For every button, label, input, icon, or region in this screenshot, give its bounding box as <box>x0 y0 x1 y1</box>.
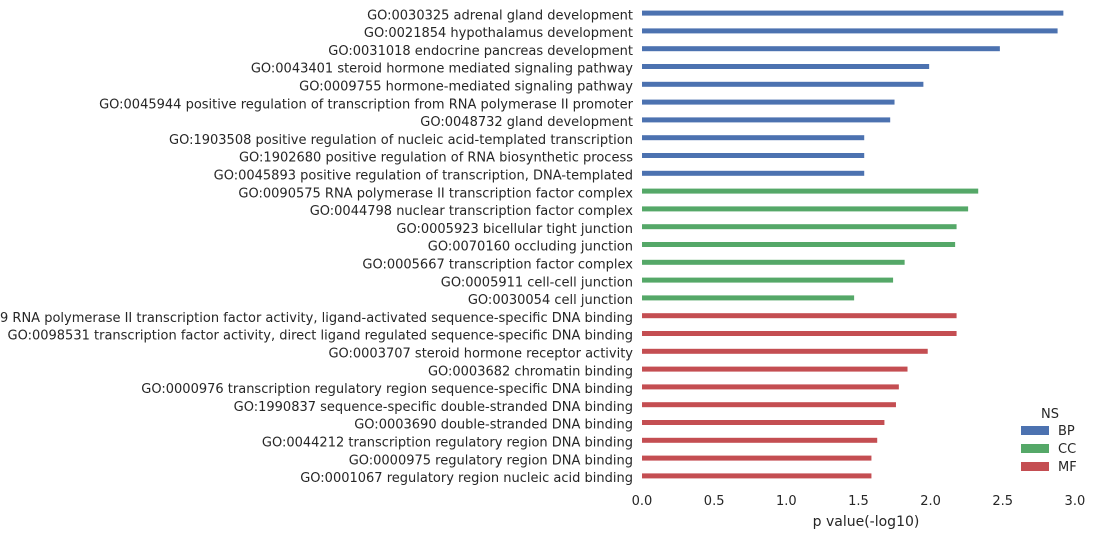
bar-bp <box>642 117 891 123</box>
bar-cc <box>642 188 979 194</box>
legend-label-bp: BP <box>1058 424 1075 439</box>
y-tick-label: GO:1990837 sequence-specific double-stra… <box>234 400 633 415</box>
y-tick-label: GO:0021854 hypothalamus development <box>364 26 633 41</box>
bar-cc <box>642 295 855 301</box>
x-tick-labels: 0.0 0.5 1.0 1.5 2.0 2.5 3.0 <box>632 494 1086 509</box>
bar-cc <box>642 277 894 283</box>
bar-cc <box>642 206 969 212</box>
legend: NS BP CC MF <box>1021 407 1077 475</box>
bar-bp <box>642 81 924 87</box>
x-tick-label: 0.0 <box>632 494 653 509</box>
y-tick-labels: GO:0030325 adrenal gland development GO:0… <box>0 8 634 486</box>
legend-label-cc: CC <box>1058 442 1076 457</box>
x-tick-label: 1.0 <box>776 494 797 509</box>
y-tick-label: GO:0043401 steroid hormone mediated sign… <box>251 62 633 77</box>
x-axis-label: p value(-log10) <box>813 514 920 530</box>
legend-label-mf: MF <box>1058 460 1077 475</box>
y-tick-label: GO:0070160 occluding junction <box>428 240 633 255</box>
bar-mf <box>642 455 872 461</box>
x-tick-label: 0.5 <box>704 494 725 509</box>
y-tick-label: GO:0003707 steroid hormone receptor acti… <box>328 347 633 362</box>
y-tick-label: GO:0005923 bicellular tight junction <box>396 222 633 237</box>
y-tick-label: GO:1902680 positive regulation of RNA bi… <box>239 151 633 166</box>
bar-mf <box>642 384 899 390</box>
bar-cc <box>642 224 957 230</box>
legend-swatch-mf <box>1021 462 1049 471</box>
y-tick-label: GO:0030054 cell junction <box>468 293 633 308</box>
x-tick-label: 1.5 <box>848 494 869 509</box>
bar-bp <box>642 170 865 176</box>
y-tick-label: GO:0045893 positive regulation of transc… <box>214 169 633 184</box>
y-tick-label: GO:0048732 gland development <box>420 115 633 130</box>
bar-mf <box>642 348 928 354</box>
x-tick-label: 2.5 <box>992 494 1013 509</box>
bar-mf <box>642 473 872 479</box>
y-tick-label: GO:1903508 positive regulation of nuclei… <box>169 133 633 148</box>
y-tick-label: GO:0045944 positive regulation of transc… <box>99 97 634 112</box>
y-tick-label: GO:0098531 transcription factor activity… <box>8 329 633 344</box>
y-tick-label: GO:0000975 regulatory region DNA binding <box>349 453 633 468</box>
bar-bp <box>642 46 1000 52</box>
bar-mf <box>642 313 957 319</box>
bar-bp <box>642 28 1058 34</box>
x-tick-label: 3.0 <box>1065 494 1086 509</box>
y-tick-label: GO:0005667 transcription factor complex <box>362 258 633 273</box>
y-tick-label: GO:0090575 RNA polymerase II transcripti… <box>238 186 633 201</box>
legend-swatch-bp <box>1021 426 1049 435</box>
bar-cc <box>642 242 956 247</box>
y-tick-label: GO:0030325 adrenal gland development <box>367 8 633 23</box>
bar-bp <box>642 153 865 158</box>
x-tick-label: 2.0 <box>920 494 941 509</box>
bar-mf <box>642 366 908 372</box>
y-tick-label: GO:0001067 regulatory region nucleic aci… <box>300 471 633 486</box>
bar-bp <box>642 135 865 141</box>
bar-mf <box>642 420 885 425</box>
bar-bp <box>642 10 1064 16</box>
bar-mf <box>642 402 896 408</box>
y-tick-label: GO:0004879 RNA polymerase II transcripti… <box>0 311 633 326</box>
y-tick-label: GO:0031018 endocrine pancreas developmen… <box>328 44 633 59</box>
y-tick-label: GO:0044212 transcription regulatory regi… <box>262 436 633 451</box>
y-tick-label: GO:0044798 nuclear transcription factor … <box>310 204 634 219</box>
y-tick-label: GO:0000976 transcription regulatory regi… <box>141 382 633 397</box>
bars-group <box>642 10 1064 479</box>
bar-bp <box>642 64 930 69</box>
bar-bp <box>642 99 895 105</box>
bar-cc <box>642 259 905 265</box>
bar-mf <box>642 437 878 443</box>
y-tick-label: GO:0005911 cell-cell junction <box>441 275 633 290</box>
legend-swatch-cc <box>1021 444 1049 453</box>
legend-title: NS <box>1041 407 1059 422</box>
y-tick-label: GO:0009755 hormone-mediated signaling pa… <box>299 80 633 95</box>
y-tick-label: GO:0003682 chromatin binding <box>428 364 633 379</box>
bar-mf <box>642 331 957 336</box>
y-tick-label: GO:0003690 double-stranded DNA binding <box>354 418 633 433</box>
